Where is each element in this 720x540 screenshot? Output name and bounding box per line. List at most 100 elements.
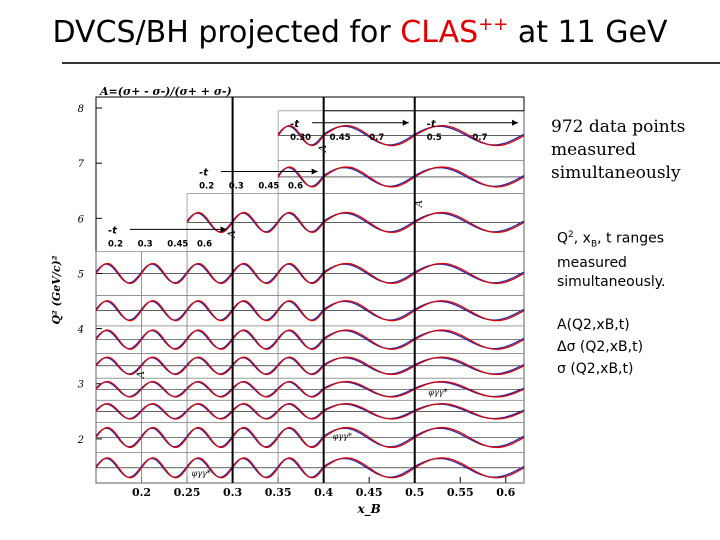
t-group-label: -t [290,119,300,130]
asymmetry-curve [232,402,279,420]
asymmetry-curve [141,402,188,420]
note2-line1: Q2, xB, t ranges [557,230,664,250]
asymmetry-curve [323,380,415,398]
asymmetry-curve [414,356,525,376]
phi-label: φγγ* [428,388,447,397]
note1-line3: simultaneously [551,163,681,183]
asymmetry-curve [186,329,234,350]
asymmetry-curve [232,356,279,376]
asymmetry-curve [95,356,142,376]
asymmetry-curve [323,211,416,234]
title-rule [62,62,720,64]
asymmetry-curve [323,402,415,420]
y-axis-label: Q² (GeV/c)² [50,255,63,324]
asymmetry-curve [186,380,234,398]
note3-line2: Δσ (Q2,xB,t) [557,339,644,355]
asymmetry-curve [232,211,279,234]
t-bin-label: 0.45 [330,133,351,143]
note1-line2: measured [551,140,637,160]
asymmetry-curve [414,300,525,322]
asymmetry-curve [323,124,416,147]
t-group-label: -t [427,119,437,130]
note-observables: A(Q2,xB,t) Δσ (Q2,xB,t) σ (Q2,xB,t) [557,314,643,380]
y-tick-label: 3 [78,380,84,391]
t-group-arrowhead [220,226,227,233]
asymmetry-curve [186,426,234,449]
slide-title: DVCS/BH projected for CLAS++ at 11 GeV [52,14,668,50]
asymmetry-curve [323,426,416,449]
asymmetry-curve [277,124,325,147]
note1-line1: 972 data points [551,117,686,137]
asymmetry-curve [232,329,279,350]
t-group-label: -t [199,168,209,179]
asymmetry-curve [95,262,142,285]
asymmetry-curve [95,426,142,449]
t-bin-label: 0.3 [229,182,244,192]
asymmetry-curve [95,329,142,350]
asymmetry-curve [232,300,279,322]
asymmetry-curve [323,262,416,285]
formula-label: A=(σ+ - σ-)/(σ+ + σ-) [99,85,232,98]
asymmetry-curve [277,457,325,479]
asymmetry-curve [277,300,325,322]
x-tick-label: 0.45 [356,486,383,499]
y-tick-label: 8 [78,104,84,115]
note3-line1: A(Q2,xB,t) [557,317,630,333]
asymmetry-curve [186,457,234,479]
t-bin-label: 0.2 [108,239,123,249]
note2-line3: simultaneously. [557,274,666,291]
asymmetry-curve [186,402,234,420]
y-tick-label: 7 [78,159,85,170]
y-tick-label: 4 [77,325,84,336]
t-bin-label: 0.7 [369,133,384,143]
asymmetry-curve [186,356,234,376]
asymmetry-curve [277,402,325,420]
note-data-points: 972 data points measured simultaneously [551,116,711,185]
asymmetry-curve [414,380,525,398]
plot-frame [95,96,525,484]
note-ranges: Q2, xB, t ranges measured simultaneously… [557,226,666,292]
asymmetry-curve [277,262,325,285]
asymmetry-curve [414,211,525,234]
asymmetry-curve [277,211,325,234]
asymmetry-curve [95,380,142,398]
asymmetry-curve [323,300,416,322]
x-tick-label: 0.55 [447,486,474,499]
asymmetry-curve [277,380,325,398]
asymmetry-curve [232,262,279,285]
t-bin-label: 0.6 [288,182,303,192]
asymmetry-curve [141,356,188,376]
t-group-label: -t [108,225,118,236]
panel-A-label: A [136,371,147,379]
x-tick-label: 0.5 [405,486,424,499]
asymmetry-curve [414,166,525,188]
clas-red-text: CLAS [400,15,479,50]
asymmetry-curve [232,426,279,449]
asymmetry-curve [95,457,142,479]
asymmetry-curve [141,300,188,322]
t-group-arrowhead [311,168,318,175]
t-bin-label: 0.45 [167,239,188,249]
asymmetry-curve [186,262,234,285]
asymmetry-curve [277,426,325,449]
asymmetry-curve [95,402,142,420]
t-group-arrowhead [402,119,409,126]
asymmetry-curve [141,426,188,449]
t-group-arrowhead [512,119,518,126]
asymmetry-curve [186,211,234,234]
asymmetry-curve [323,166,416,188]
t-bin-label: 0.45 [258,182,279,192]
asymmetry-curve [414,426,525,449]
asymmetry-curve [141,329,188,350]
asymmetry-curve [277,166,325,188]
x-tick-label: 0.35 [265,486,292,499]
asymmetry-curve [141,380,188,398]
asymmetry-curve [323,329,416,350]
t-bin-label: 0.30 [290,133,311,143]
panel-A-label: A [227,230,238,238]
x-tick-label: 0.6 [496,486,515,499]
t-bin-label: 0.2 [199,182,214,192]
asymmetry-curve [414,457,525,479]
x-tick-label: 0.3 [223,486,242,499]
